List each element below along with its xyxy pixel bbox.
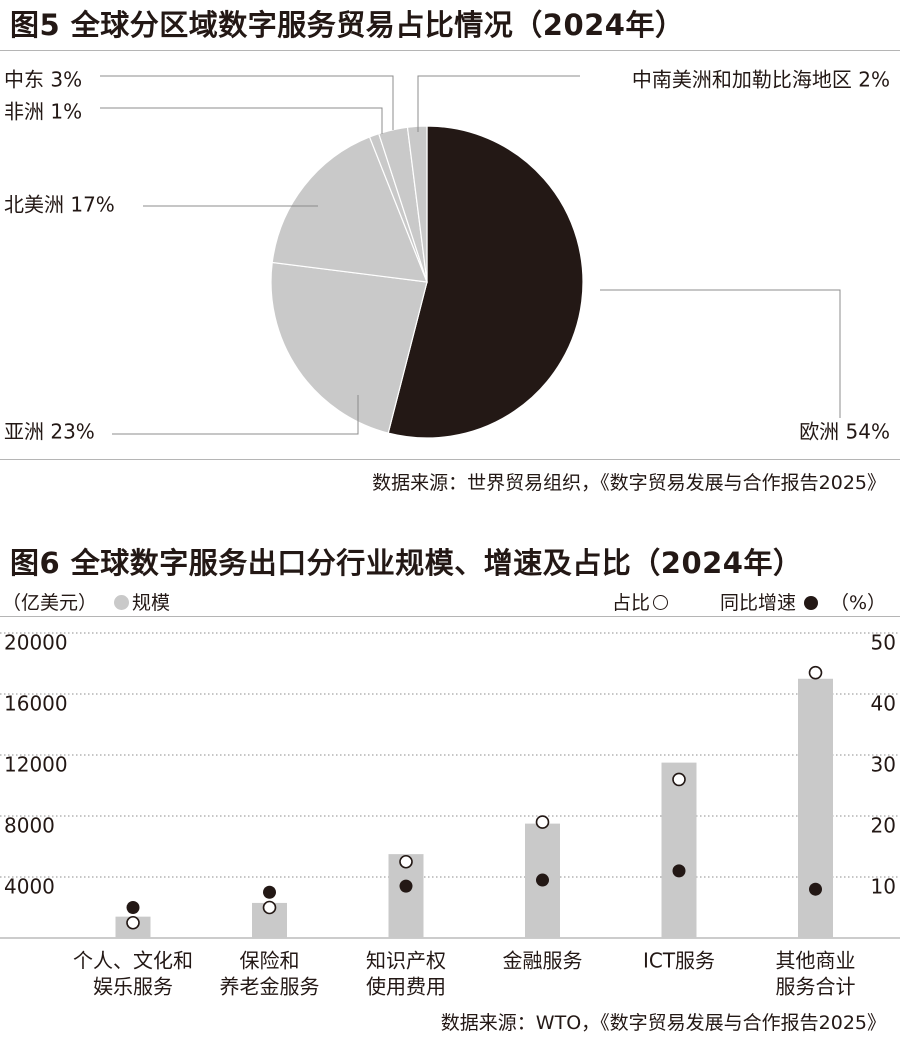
- marker-growth: [399, 879, 413, 893]
- fig6-top-rule: [0, 616, 900, 617]
- right-tick-label: 10: [871, 875, 896, 899]
- legend-scale-label: 规模: [132, 592, 171, 614]
- category-label: 保险和: [240, 949, 300, 973]
- marker-share: [808, 665, 823, 680]
- pie-label-欧洲: 欧洲 54%: [799, 420, 890, 444]
- legend-share-marker: [653, 595, 669, 610]
- pie-label-亚洲: 亚洲 23%: [4, 420, 95, 444]
- fig6-legend-row: （亿美元） 规模 占比 同比增速 （%）: [0, 588, 900, 614]
- marker-share: [399, 854, 413, 869]
- category-label: 知识产权: [366, 949, 446, 973]
- category-label: ICT服务: [643, 949, 715, 973]
- pie-leader-欧洲: [600, 289, 841, 418]
- left-tick-label: 12000: [4, 753, 68, 777]
- category-label: 金融服务: [503, 949, 583, 973]
- left-tick-label: 4000: [4, 875, 55, 899]
- category-label: 服务合计: [776, 975, 856, 999]
- bar-scale: [798, 678, 833, 938]
- marker-share: [672, 772, 686, 787]
- pie-slice-北美洲: [271, 136, 428, 283]
- left-axis-unit: （亿美元）: [2, 592, 98, 614]
- legend-scale-swatch: [114, 595, 129, 610]
- pie-slice-欧洲: [387, 125, 584, 439]
- legend-share-label: 占比: [612, 592, 651, 614]
- category-label: 个人、文化和: [73, 949, 193, 973]
- pie-label-北美洲: 北美洲 17%: [4, 193, 115, 217]
- pie-slice-中南美洲和加勒比海地区: [406, 125, 428, 283]
- category-label: 养老金服务: [220, 975, 320, 999]
- legend-growth: 同比增速: [720, 588, 819, 615]
- category-label: 使用费用: [366, 975, 446, 999]
- legend-growth-label: 同比增速: [720, 592, 797, 614]
- fig6-source: 数据来源：WTO，《数字贸易发展与合作报告2025》: [440, 1012, 886, 1034]
- bar-scale: [661, 762, 697, 938]
- fig5-source: 数据来源：世界贸易组织，《数字贸易发展与合作报告2025》: [372, 472, 886, 494]
- fig5-title-rule: [0, 50, 900, 51]
- category-label: 其他商业: [776, 949, 856, 973]
- right-tick-label: 20: [871, 814, 896, 838]
- marker-growth: [263, 885, 276, 899]
- fig5-bottom-rule: [0, 459, 900, 460]
- marker-growth: [809, 882, 822, 896]
- legend-share: 占比: [612, 588, 669, 615]
- legend-growth-marker: [804, 596, 819, 610]
- fig5-title: 图5 全球分区域数字服务贸易占比情况（2024年）: [10, 8, 685, 42]
- marker-share: [262, 900, 277, 915]
- legend-scale: 规模: [114, 588, 170, 615]
- right-axis-unit: （%）: [830, 592, 887, 614]
- marker-growth: [536, 873, 549, 887]
- fig6-title: 图6 全球数字服务出口分行业规模、增速及占比（2024年）: [10, 546, 803, 580]
- right-tick-label: 40: [871, 692, 896, 716]
- pie-label-非洲: 非洲 1%: [4, 100, 82, 124]
- pie-slice-亚洲: [270, 261, 428, 434]
- marker-share: [126, 915, 140, 930]
- category-label: 娱乐服务: [93, 975, 173, 999]
- pie-label-中东: 中东 3%: [4, 68, 82, 92]
- pie-leader-非洲: [100, 107, 383, 134]
- right-tick-label: 50: [871, 631, 896, 655]
- pie-label-中南美洲和加勒比海地区: 中南美洲和加勒比海地区 2%: [632, 68, 890, 92]
- marker-growth: [672, 864, 686, 878]
- marker-share: [535, 815, 550, 829]
- bar-chart: 4000 8000 12000 16000 20000 10 20 30 40 50 个人、文化和…: [0, 631, 900, 999]
- right-tick-label: 30: [871, 753, 896, 777]
- pie-leader-亚洲: [112, 395, 359, 435]
- marker-growth: [126, 901, 140, 914]
- left-tick-label: 8000: [4, 814, 55, 838]
- left-tick-label: 20000: [4, 631, 68, 655]
- pie-chart: 欧洲 54% 亚洲 23% 北美洲 17% 非洲 1% 中东 3% 中南美洲和加勒比海地区…: [4, 68, 890, 444]
- left-tick-label: 16000: [4, 692, 68, 716]
- pie-leader-中东: [100, 75, 394, 130]
- pie-leader-中南美洲和加勒比海地区: [417, 75, 580, 132]
